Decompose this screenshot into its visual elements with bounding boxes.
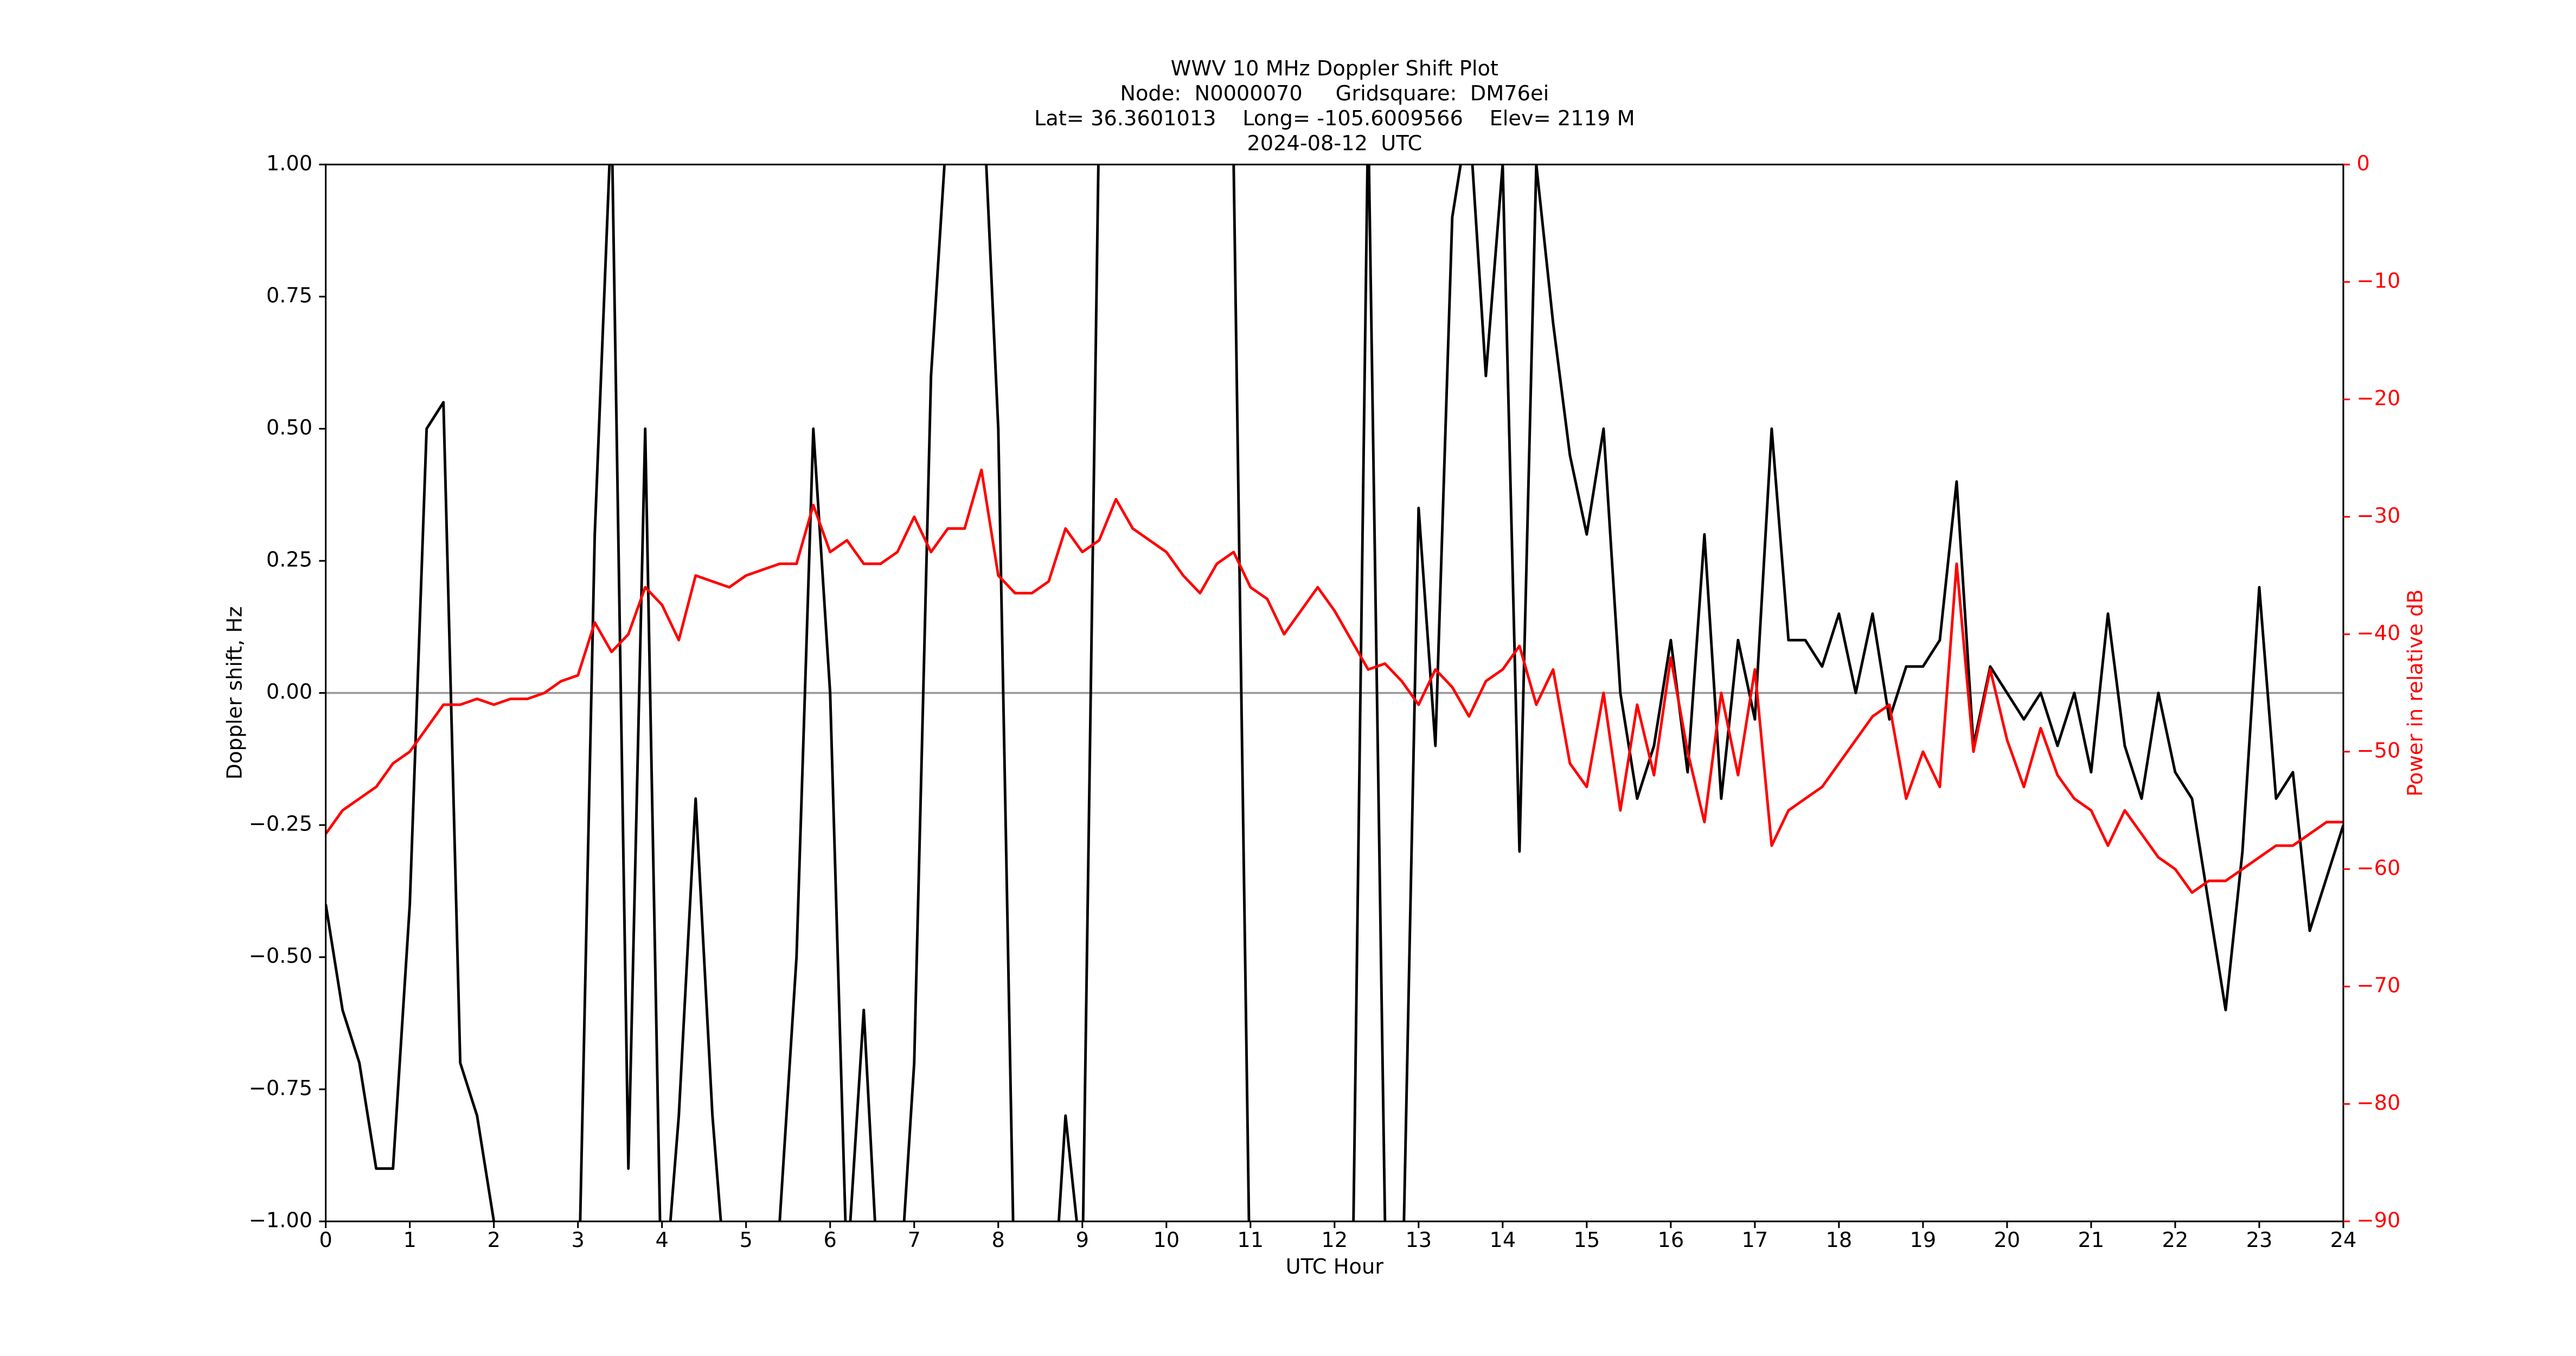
x-tick-label: 19	[1910, 1228, 1937, 1252]
x-tick-label: 3	[571, 1228, 584, 1252]
y2-tick-label: −50	[2356, 738, 2400, 763]
x-tick-label: 14	[1489, 1228, 1516, 1252]
y-tick-label: 1.00	[266, 151, 312, 176]
x-tick-label: 11	[1237, 1228, 1264, 1252]
x-tick-label: 21	[2078, 1228, 2105, 1252]
chart-subtitle: Lat= 36.3601013 Long= -105.6009566 Elev=…	[1034, 106, 1635, 131]
y2-axis-label: Power in relative dB	[2403, 589, 2427, 796]
y-tick-label: 0.25	[266, 548, 312, 572]
y2-tick-label: −60	[2356, 856, 2400, 880]
x-tick-label: 4	[656, 1228, 669, 1252]
x-tick-label: 10	[1153, 1228, 1180, 1252]
y2-tick-label: −30	[2356, 503, 2400, 528]
x-tick-label: 22	[2162, 1228, 2189, 1252]
chart-title: WWV 10 MHz Doppler Shift Plot	[1171, 56, 1498, 81]
chart-subtitle: 2024-08-12 UTC	[1247, 131, 1422, 156]
chart-subtitle: Node: N0000070 Gridsquare: DM76ei	[1120, 81, 1549, 106]
y-tick-label: −0.50	[249, 944, 312, 968]
y2-tick-label: −40	[2356, 621, 2400, 645]
y2-tick-label: 0	[2356, 151, 2369, 176]
y-axis-label: Doppler shift, Hz	[223, 606, 247, 780]
y-tick-label: 0.75	[266, 283, 312, 308]
y-tick-label: −0.75	[249, 1076, 312, 1101]
y-tick-label: 0.50	[266, 415, 312, 440]
x-tick-label: 15	[1573, 1228, 1600, 1252]
y2-tick-label: −20	[2356, 386, 2400, 411]
x-tick-label: 0	[319, 1228, 332, 1252]
x-tick-label: 13	[1405, 1228, 1432, 1252]
x-tick-label: 5	[740, 1228, 753, 1252]
x-tick-label: 2	[487, 1228, 500, 1252]
x-tick-label: 8	[992, 1228, 1005, 1252]
x-tick-label: 18	[1826, 1228, 1853, 1252]
y2-tick-label: −70	[2356, 973, 2400, 997]
y-tick-label: −1.00	[249, 1208, 312, 1232]
x-tick-label: 12	[1321, 1228, 1348, 1252]
y2-tick-label: −10	[2356, 268, 2400, 293]
y2-tick-label: −90	[2356, 1208, 2400, 1232]
x-axis-label: UTC Hour	[1286, 1255, 1384, 1279]
x-tick-label: 6	[824, 1228, 837, 1252]
y-tick-label: 0.00	[266, 680, 312, 704]
data-line	[325, 468, 2343, 894]
x-tick-label: 9	[1076, 1228, 1089, 1252]
x-tick-label: 16	[1657, 1228, 1684, 1252]
y-tick-label: −0.25	[249, 812, 312, 836]
x-tick-label: 17	[1742, 1228, 1768, 1252]
data-line	[325, 164, 2343, 1221]
y2-tick-label: −80	[2356, 1091, 2400, 1115]
x-tick-label: 7	[908, 1228, 921, 1252]
x-tick-label: 20	[1994, 1228, 2021, 1252]
x-tick-label: 1	[403, 1228, 416, 1252]
x-tick-label: 24	[2330, 1228, 2357, 1252]
x-tick-label: 23	[2246, 1228, 2273, 1252]
